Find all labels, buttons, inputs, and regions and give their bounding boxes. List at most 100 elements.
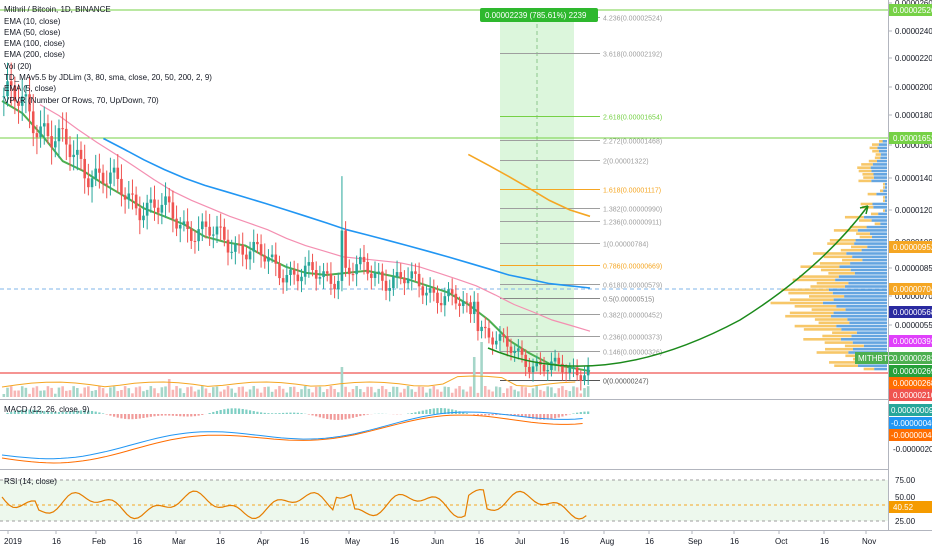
vpvr-up-row — [873, 176, 887, 179]
indicator-ema5[interactable]: EMA (5, close) — [4, 84, 56, 93]
volume-bar — [101, 388, 105, 397]
vpvr-down-row — [867, 192, 877, 196]
candle-body — [447, 289, 450, 297]
price-tag-text: 0.00000568 — [893, 308, 932, 317]
vpvr-down-row — [842, 258, 863, 262]
volume-bar — [469, 386, 472, 397]
vpvr-down-row — [812, 252, 847, 255]
macd-histogram-bar — [116, 414, 119, 418]
vpvr-up-row — [851, 334, 887, 338]
macd-histogram-bar — [329, 414, 333, 420]
candle-body — [421, 286, 425, 296]
macd-histogram-bar — [337, 414, 340, 420]
indicator-vol[interactable]: Vol (20) — [4, 62, 32, 71]
candle-body — [359, 256, 362, 265]
candle-body — [189, 228, 193, 241]
vpvr-down-row — [858, 169, 872, 173]
candle-body — [274, 254, 278, 264]
candle-body — [403, 277, 406, 284]
time-tick-label: 16 — [390, 537, 399, 546]
volume-bar — [318, 386, 322, 397]
macd-histogram-bar — [138, 414, 141, 419]
candle-body — [171, 202, 175, 219]
volume-bar — [219, 391, 222, 397]
volume-bar — [513, 389, 516, 397]
macd-histogram-bar — [39, 410, 42, 414]
volume-bar — [307, 388, 311, 397]
candle-body — [76, 149, 79, 155]
vpvr-down-row — [819, 262, 851, 265]
volume-bar — [314, 386, 318, 397]
candle-body — [9, 81, 13, 86]
main-pane[interactable] — [0, 0, 888, 398]
candle-body — [432, 288, 436, 293]
macd-histogram-bar — [230, 408, 233, 414]
volume-bar — [392, 386, 395, 397]
vpvr-down-row — [840, 248, 862, 252]
symbol-title[interactable]: Mithril / Bitcoin, 1D, BINANCE — [4, 5, 111, 14]
rsi-label[interactable]: RSI (14, close) — [4, 477, 57, 486]
macd-histogram-bar — [98, 412, 101, 414]
volume-bar — [351, 388, 355, 397]
macd-histogram-bar — [245, 409, 248, 414]
vpvr-up-row — [836, 305, 887, 308]
vpvr-up-row — [877, 146, 887, 150]
macd-histogram-bar — [76, 410, 79, 414]
macd-histogram-bar — [46, 411, 50, 414]
vpvr-down-row — [827, 242, 855, 245]
volume-bar — [336, 392, 340, 397]
fib-extension[interactable]: 4.236(0.00002524) 3.618(0.00002192) 2.618(… — [500, 16, 662, 386]
indicator-ema100[interactable]: EMA (100, close) — [4, 39, 65, 48]
time-tick-label: Jul — [515, 537, 525, 546]
volume-bar — [178, 388, 182, 397]
candle-body — [123, 195, 127, 200]
candle-body — [248, 251, 252, 260]
candle-body — [160, 204, 164, 213]
macd-histogram-bar — [476, 414, 480, 416]
volume-bar — [535, 386, 538, 397]
vpvr-up-row — [848, 281, 887, 285]
volume-bar — [406, 386, 410, 397]
vpvr-up-row — [878, 149, 887, 153]
macd-histogram-bar — [487, 414, 491, 416]
volume-bar — [197, 389, 200, 397]
macd-histogram-bar — [83, 410, 86, 414]
price-axis[interactable]: 0.000026000.000024000.000022000.00002000… — [888, 0, 932, 330]
volume-bar — [498, 387, 502, 397]
macd-histogram-bar — [43, 411, 46, 414]
macd-histogram-bar — [509, 414, 513, 416]
candle-body — [98, 168, 101, 173]
macd-histogram-bar — [237, 408, 241, 414]
macd-histogram-bar — [193, 414, 197, 417]
indicator-ema10[interactable]: EMA (10, close) — [4, 17, 61, 26]
volume-bar — [340, 367, 344, 397]
volume-bar — [303, 386, 307, 397]
candle-body — [520, 348, 524, 355]
macd-label[interactable]: MACD (12, 26, close, 9) — [4, 405, 90, 414]
time-tick-label: Oct — [775, 537, 788, 546]
candle-body — [502, 334, 505, 337]
volume-bar — [281, 388, 285, 397]
indicator-ema50[interactable]: EMA (50, close) — [4, 28, 61, 37]
candle-body — [425, 292, 428, 296]
volume-bar — [472, 357, 476, 397]
vpvr-down-row — [857, 166, 871, 169]
indicator-td-ma[interactable]: TD_MAv5.5 by JDLim (3, 80, sma, close, 2… — [4, 73, 212, 82]
volume-bar — [575, 387, 579, 397]
vpvr-down-row — [816, 351, 849, 354]
fib-label: 2(0.00001322) — [603, 159, 649, 166]
indicator-ema200[interactable]: EMA (200, close) — [4, 50, 65, 59]
volume-bar — [370, 386, 373, 397]
volume-bar — [189, 386, 193, 397]
indicator-vpvr[interactable]: VPVR (Number Of Rows, 70, Up/Down, 70) — [4, 96, 159, 105]
candle-body — [535, 361, 538, 367]
candle-body — [208, 226, 211, 236]
volume-bar — [296, 391, 300, 397]
vpvr-up-row — [838, 275, 887, 278]
candlesticks[interactable] — [2, 62, 590, 391]
volume-bar — [116, 391, 120, 397]
time-axis[interactable]: 2019 16 Feb 16 Mar 16 Apr 16 May 16 Jun 16 Jul 16 Aug 1… — [4, 530, 876, 546]
